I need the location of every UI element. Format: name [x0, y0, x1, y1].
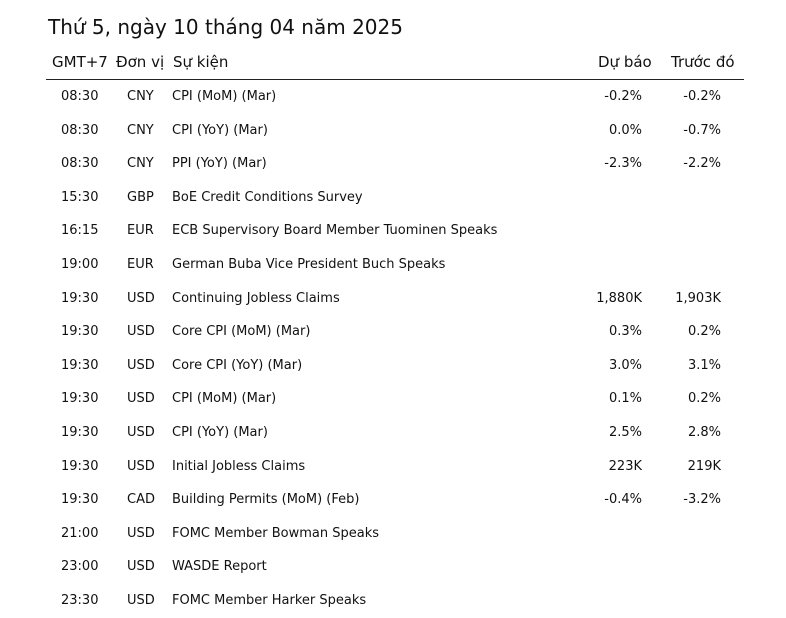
cell-previous: 0.2%	[687, 324, 721, 340]
cell-time: 19:30	[61, 458, 99, 474]
table-row: 19:00 EUR German Buba Vice President Buc…	[46, 248, 744, 282]
cell-event: Continuing Jobless Claims	[172, 290, 340, 306]
cell-currency: EUR	[127, 256, 154, 272]
cell-currency: USD	[127, 424, 155, 440]
cell-previous: 2.8%	[687, 424, 721, 440]
cell-currency: CNY	[127, 156, 154, 172]
cell-event: Core CPI (YoY) (Mar)	[172, 357, 303, 373]
cell-currency: USD	[127, 458, 155, 474]
cell-time: 21:00	[61, 525, 99, 541]
cell-event: PPI (YoY) (Mar)	[172, 156, 267, 172]
cell-event: Building Permits (MoM) (Feb)	[172, 492, 360, 508]
cell-currency: GBP	[127, 189, 154, 205]
cell-previous: 3.1%	[687, 357, 721, 373]
cell-event: German Buba Vice President Buch Speaks	[172, 256, 446, 272]
cell-time: 08:30	[61, 89, 99, 104]
cell-forecast: 0.1%	[608, 391, 642, 407]
header-forecast: Dự báo	[598, 53, 652, 71]
cell-previous: 1,903K	[675, 290, 721, 306]
cell-currency: USD	[127, 290, 155, 306]
cell-currency: USD	[127, 525, 155, 541]
cell-currency: USD	[127, 324, 155, 340]
header-event: Sự kiện	[173, 53, 229, 71]
cell-previous: -0.7%	[683, 122, 721, 138]
cell-previous: 0.2%	[687, 391, 721, 407]
table-row: 19:30 USD Continuing Jobless Claims 1,88…	[46, 282, 744, 316]
cell-forecast: -0.2%	[604, 89, 642, 104]
cell-forecast: -2.3%	[604, 156, 642, 172]
cell-previous: -3.2%	[683, 492, 721, 508]
cell-currency: USD	[127, 357, 155, 373]
cell-event: CPI (YoY) (Mar)	[172, 122, 268, 138]
cell-time: 19:30	[61, 492, 99, 508]
cell-time: 19:00	[61, 256, 99, 272]
cell-time: 08:30	[61, 122, 99, 138]
cell-event: FOMC Member Bowman Speaks	[172, 525, 380, 541]
table-row: 21:00 USD FOMC Member Bowman Speaks	[46, 517, 744, 551]
cell-previous: 219K	[687, 458, 721, 474]
cell-event: CPI (MoM) (Mar)	[172, 391, 277, 407]
cell-currency: EUR	[127, 223, 154, 239]
cell-currency: CNY	[127, 122, 154, 138]
cell-currency: USD	[127, 559, 155, 575]
cell-time: 08:30	[61, 156, 99, 172]
table-header: GMT+7 Đơn vị Sự kiện Dự báo Trước đó	[46, 51, 744, 80]
cell-time: 19:30	[61, 391, 99, 407]
cell-forecast: -0.4%	[604, 492, 642, 508]
cell-forecast: 1,880K	[596, 290, 642, 306]
cell-event: ECB Supervisory Board Member Tuominen Sp…	[172, 223, 498, 239]
cell-time: 16:15	[61, 223, 99, 239]
table-row: 19:30 USD CPI (YoY) (Mar) 2.5% 2.8%	[46, 416, 744, 450]
table-row: 19:30 USD Initial Jobless Claims 223K 21…	[46, 450, 744, 484]
cell-time: 19:30	[61, 424, 99, 440]
cell-time: 19:30	[61, 290, 99, 306]
header-time: GMT+7	[52, 53, 108, 71]
table-row: 15:30 GBP BoE Credit Conditions Survey	[46, 181, 744, 215]
table-row: 19:30 USD Core CPI (YoY) (Mar) 3.0% 3.1%	[46, 349, 744, 383]
page-title: Thứ 5, ngày 10 tháng 04 năm 2025	[48, 15, 403, 39]
header-previous: Trước đó	[671, 53, 735, 71]
table-row: 08:30 CNY CPI (YoY) (Mar) 0.0% -0.7%	[46, 114, 744, 148]
cell-currency: CAD	[127, 492, 155, 508]
cell-event: BoE Credit Conditions Survey	[172, 189, 363, 205]
table-row: 08:30 CNY CPI (MoM) (Mar) -0.2% -0.2%	[46, 80, 744, 114]
table-row: 16:15 EUR ECB Supervisory Board Member T…	[46, 214, 744, 248]
cell-event: Core CPI (MoM) (Mar)	[172, 324, 311, 340]
table-row: 23:30 USD FOMC Member Harker Speaks	[46, 584, 744, 618]
cell-forecast: 3.0%	[608, 357, 642, 373]
cell-event: WASDE Report	[172, 559, 267, 575]
cell-event: FOMC Member Harker Speaks	[172, 592, 367, 608]
table-row: 08:30 CNY PPI (YoY) (Mar) -2.3% -2.2%	[46, 147, 744, 181]
cell-time: 23:00	[61, 559, 99, 575]
cell-previous: -2.2%	[683, 156, 721, 172]
cell-currency: USD	[127, 592, 155, 608]
cell-currency: USD	[127, 391, 155, 407]
cell-event: Initial Jobless Claims	[172, 458, 306, 474]
cell-event: CPI (MoM) (Mar)	[172, 89, 277, 104]
cell-time: 19:30	[61, 324, 99, 340]
cell-time: 15:30	[61, 189, 99, 205]
cell-currency: CNY	[127, 89, 154, 104]
cell-forecast: 0.0%	[608, 122, 642, 138]
cell-previous: -0.2%	[683, 89, 721, 104]
table-body: 08:30 CNY CPI (MoM) (Mar) -0.2% -0.2% 08…	[46, 80, 744, 618]
table-row: 19:30 USD CPI (MoM) (Mar) 0.1% 0.2%	[46, 382, 744, 416]
cell-forecast: 223K	[608, 458, 642, 474]
table-row: 19:30 CAD Building Permits (MoM) (Feb) -…	[46, 483, 744, 517]
header-currency: Đơn vị	[116, 53, 165, 71]
table-row: 19:30 USD Core CPI (MoM) (Mar) 0.3% 0.2%	[46, 315, 744, 349]
cell-time: 23:30	[61, 592, 99, 608]
cell-event: CPI (YoY) (Mar)	[172, 424, 268, 440]
cell-time: 19:30	[61, 357, 99, 373]
table-row: 23:00 USD WASDE Report	[46, 550, 744, 584]
cell-forecast: 2.5%	[608, 424, 642, 440]
cell-forecast: 0.3%	[608, 324, 642, 340]
